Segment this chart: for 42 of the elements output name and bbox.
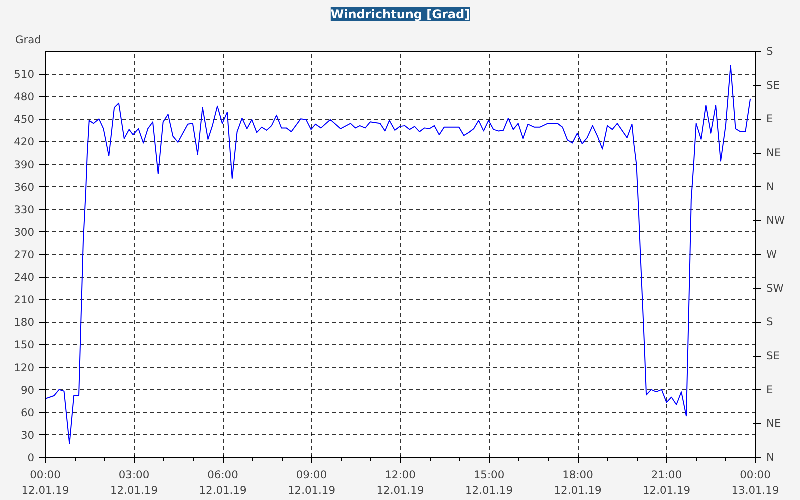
x-tick-label: 06:00 12.01.19 <box>199 468 247 498</box>
category-label: N <box>766 451 774 464</box>
category-label: W <box>766 248 778 261</box>
y-axis-title: Grad <box>16 34 42 46</box>
y-tick-label: 30 <box>20 428 35 442</box>
category-label: SE <box>766 78 780 92</box>
x-tick-label: 09:00 12.01.19 <box>288 468 336 498</box>
category-label: SE <box>766 350 780 362</box>
y-tick-label: 330 <box>14 203 35 216</box>
category-label: SW <box>766 282 784 295</box>
x-tick-label: 03:00 12.01.19 <box>110 468 158 498</box>
y-tick-label: 90 <box>20 384 35 397</box>
y-tick-label: 480 <box>14 90 35 104</box>
y-tick-label: 180 <box>14 316 35 330</box>
x-tick-label: 15:00 12.01.19 <box>466 468 514 498</box>
y-tick-label: 390 <box>14 158 35 172</box>
x-tick-label: 18:00 12.01.19 <box>554 468 602 498</box>
category-label: N <box>766 180 774 194</box>
y-tick-label: 420 <box>14 136 35 149</box>
y-tick-label: 240 <box>14 271 35 284</box>
y-tick-label: 300 <box>14 226 35 239</box>
category-label: NE <box>766 417 782 430</box>
category-label: E <box>766 112 774 126</box>
x-tick-label: 00:00 13.01.19 <box>732 468 780 498</box>
category-label: NW <box>766 214 786 228</box>
category-label: S <box>766 316 774 329</box>
category-label: NE <box>766 146 782 160</box>
y-tick-label: 60 <box>20 406 35 420</box>
category-label: E <box>766 383 774 396</box>
y-tick-label: 450 <box>14 113 35 126</box>
y-tick-label: 150 <box>14 338 35 352</box>
y-tick-label: 210 <box>14 294 35 307</box>
x-tick-label: 12:00 12.01.19 <box>376 468 424 498</box>
category-label: S <box>766 45 774 58</box>
y-tick-label: 360 <box>14 180 35 194</box>
chart-title: Windrichtung [Grad] <box>330 8 470 22</box>
y-tick-label: 0 <box>28 452 35 464</box>
y-tick-label: 270 <box>14 248 35 262</box>
y-tick-label: 120 <box>14 361 35 374</box>
y-tick-label: 510 <box>14 68 35 82</box>
x-tick-label: 21:00 12.01.19 <box>643 468 691 498</box>
x-tick-label: 00:00 12.01.19 <box>22 468 70 498</box>
